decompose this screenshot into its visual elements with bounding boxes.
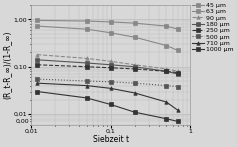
X-axis label: Siebzeit t: Siebzeit t [93, 135, 129, 144]
Line: 180 μm: 180 μm [36, 58, 180, 76]
500 μm [177, 86, 179, 87]
90 μm [133, 64, 136, 66]
1000 μm [36, 91, 39, 92]
500 μm [165, 85, 168, 86]
Text: 0,00: 0,00 [16, 119, 29, 124]
63 μm [177, 50, 179, 51]
710 μm [165, 101, 168, 103]
180 μm [85, 62, 88, 64]
710 μm [36, 82, 39, 84]
250 μm [165, 70, 168, 72]
500 μm [109, 81, 112, 83]
63 μm [109, 32, 112, 34]
45 μm [133, 22, 136, 24]
500 μm [133, 82, 136, 84]
45 μm [109, 21, 112, 23]
250 μm [36, 64, 39, 66]
63 μm [133, 36, 136, 38]
Line: 710 μm: 710 μm [36, 81, 180, 112]
180 μm [109, 64, 112, 66]
Line: 63 μm: 63 μm [36, 24, 180, 52]
250 μm [177, 72, 179, 74]
1000 μm [85, 97, 88, 99]
90 μm [36, 54, 39, 56]
45 μm [36, 20, 39, 21]
63 μm [165, 45, 168, 46]
Line: 500 μm: 500 μm [36, 77, 180, 88]
710 μm [177, 110, 179, 111]
180 μm [165, 70, 168, 72]
500 μm [36, 78, 39, 80]
Line: 250 μm: 250 μm [36, 63, 180, 74]
Legend: 45 μm, 63 μm, 90 μm, 180 μm, 250 μm, 500 μm, 710 μm, 1000 μm: 45 μm, 63 μm, 90 μm, 180 μm, 250 μm, 500… [192, 3, 234, 52]
710 μm [109, 87, 112, 89]
500 μm [85, 80, 88, 82]
63 μm [36, 25, 39, 27]
90 μm [85, 57, 88, 59]
90 μm [165, 68, 168, 70]
250 μm [109, 67, 112, 69]
45 μm [165, 25, 168, 27]
180 μm [36, 59, 39, 61]
Line: 90 μm: 90 μm [36, 53, 180, 73]
710 μm [85, 85, 88, 86]
250 μm [85, 66, 88, 68]
Y-axis label: (R_t-R_∞)/(1-R_∞): (R_t-R_∞)/(1-R_∞) [3, 31, 12, 99]
45 μm [177, 28, 179, 30]
Line: 45 μm: 45 μm [36, 19, 180, 31]
63 μm [85, 28, 88, 30]
250 μm [133, 68, 136, 70]
45 μm [85, 20, 88, 22]
1000 μm [177, 121, 179, 122]
90 μm [109, 60, 112, 62]
Line: 1000 μm: 1000 μm [36, 90, 180, 123]
1000 μm [133, 111, 136, 113]
710 μm [133, 92, 136, 94]
90 μm [177, 70, 179, 72]
1000 μm [109, 104, 112, 105]
180 μm [177, 73, 179, 75]
1000 μm [165, 118, 168, 120]
180 μm [133, 66, 136, 68]
